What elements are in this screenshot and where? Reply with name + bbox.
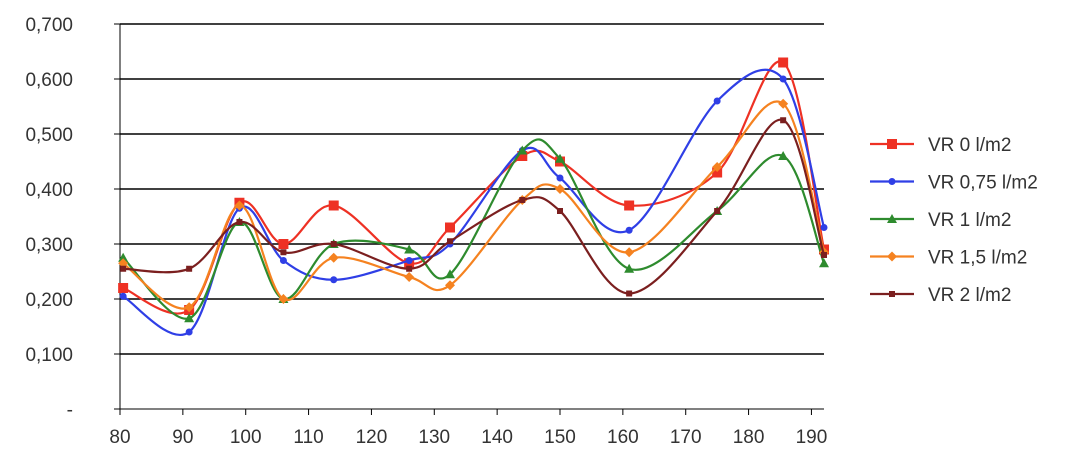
legend-marker: [887, 214, 897, 223]
data-point: [778, 57, 789, 68]
data-point: [780, 117, 787, 124]
y-tick-label: 0,100: [25, 345, 73, 366]
data-point: [624, 263, 635, 273]
data-point: [557, 208, 563, 214]
data-point: [712, 167, 723, 178]
axes: [114, 23, 824, 415]
x-tick-labels: 80 90 100 110 120 130 140 150 160 170 180 190: [109, 427, 827, 448]
data-point: [445, 269, 455, 279]
data-point: [118, 252, 129, 262]
series-line: [122, 100, 826, 310]
legend-marker: [887, 139, 897, 149]
data-point: [330, 241, 337, 247]
data-point: [625, 226, 633, 234]
y-tick-label: 0,400: [25, 180, 73, 201]
data-point: [404, 244, 415, 254]
legend-marker: [887, 251, 897, 262]
data-point: [624, 247, 635, 258]
data-point: [821, 252, 827, 258]
data-point: [445, 280, 455, 291]
legend-item: VR 1 l/m2: [870, 210, 1011, 231]
legend-item: VR 2 l/m2: [870, 285, 1011, 306]
legend: VR 0 l/m2 VR 0,75 l/m2 VR 1 l/m2 VR 1,5 l/m…: [870, 135, 1038, 306]
data-point: [404, 272, 415, 282]
data-point: [447, 238, 453, 245]
legend-item: VR 0 l/m2: [870, 135, 1011, 156]
data-point: [556, 174, 564, 182]
x-tick-label: 80: [109, 427, 130, 448]
data-point: [819, 258, 829, 268]
data-point: [779, 75, 787, 83]
data-point: [280, 249, 287, 256]
data-point: [555, 184, 565, 194]
x-tick-label: 190: [796, 427, 828, 448]
x-tick-label: 180: [733, 427, 765, 448]
data-point: [517, 151, 528, 161]
data-point: [555, 153, 565, 163]
data-point: [626, 290, 633, 297]
y-tick-labels: - 0,100 0,200 0,300 0,400 0,500 0,600 0,700: [25, 15, 73, 421]
data-point: [714, 208, 721, 214]
data-point: [278, 294, 289, 304]
x-tick-label: 90: [172, 427, 193, 448]
legend-label: VR 0,75 l/m2: [928, 173, 1038, 194]
x-tick-label: 130: [418, 427, 450, 448]
data-point: [328, 252, 339, 263]
data-point: [405, 257, 413, 264]
y-tick-label: 0,700: [25, 15, 73, 36]
y-tick-label: 0,300: [25, 235, 73, 256]
x-tick-label: 100: [230, 427, 262, 448]
data-point: [186, 265, 193, 272]
data-point: [330, 276, 338, 284]
data-point: [713, 97, 721, 105]
legend-label: VR 1,5 l/m2: [928, 248, 1027, 269]
data-point: [278, 239, 289, 249]
x-tick-label: 110: [293, 427, 323, 448]
y-tick-label: 0,600: [25, 70, 73, 91]
x-tick-label: 160: [607, 427, 639, 448]
legend-marker: [889, 291, 895, 297]
data-point: [445, 222, 455, 233]
series-5: [120, 117, 827, 297]
y-tick-label: -: [67, 400, 73, 421]
legend-marker: [888, 178, 896, 185]
data-point: [184, 313, 195, 323]
data-point: [120, 265, 127, 272]
legend-item: VR 0,75 l/m2: [870, 173, 1038, 194]
series-line: [123, 118, 826, 295]
data-point: [184, 302, 195, 313]
y-tick-label: 0,500: [25, 125, 73, 146]
data-point: [624, 200, 635, 211]
data-point: [279, 257, 287, 264]
data-point: [517, 145, 528, 155]
data-point: [778, 151, 789, 160]
x-tick-label: 140: [481, 427, 513, 448]
data-point: [118, 283, 129, 293]
y-tick-label: 0,200: [25, 290, 73, 311]
data-point: [185, 328, 193, 336]
data-point: [406, 265, 413, 272]
legend-label: VR 2 l/m2: [928, 285, 1011, 306]
gridlines: [120, 23, 824, 355]
data-point: [234, 200, 245, 211]
data-point: [119, 292, 127, 300]
data-point: [778, 98, 789, 109]
x-tick-label: 150: [544, 427, 576, 448]
x-tick-label: 170: [670, 427, 702, 448]
data-point: [328, 200, 339, 211]
data-point: [519, 197, 526, 203]
data-point: [820, 224, 828, 231]
data-point: [236, 219, 243, 225]
series-lines: [118, 57, 829, 336]
x-tick-label: 120: [356, 427, 388, 448]
legend-item: VR 1,5 l/m2: [870, 248, 1027, 269]
legend-label: VR 0 l/m2: [928, 135, 1011, 156]
legend-label: VR 1 l/m2: [928, 210, 1011, 231]
data-point: [712, 162, 723, 172]
